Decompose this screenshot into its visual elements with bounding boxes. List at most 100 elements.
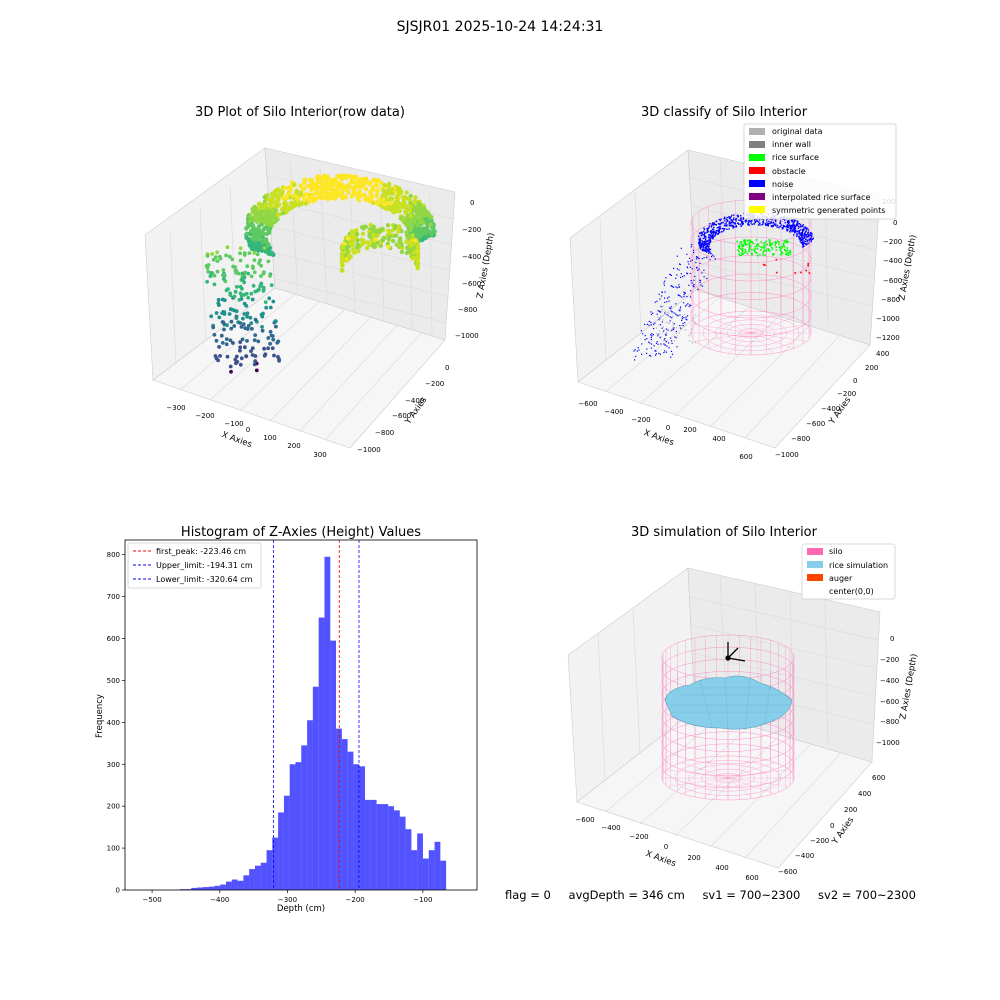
rice-surface-point bbox=[736, 240, 738, 243]
noise-point bbox=[731, 224, 733, 227]
noise-point bbox=[671, 311, 673, 313]
histogram-xlabel: Depth (cm) bbox=[277, 904, 325, 914]
raw-point bbox=[269, 283, 274, 288]
raw-point bbox=[404, 230, 409, 235]
raw-point bbox=[214, 338, 219, 343]
silo-wire-spoke bbox=[750, 312, 775, 334]
noise-point bbox=[738, 219, 740, 221]
raw-point bbox=[386, 244, 391, 250]
raw-point bbox=[397, 224, 402, 229]
histogram-x-ticks: −500 −400 −300 −200 −100 bbox=[142, 890, 432, 904]
noise-point bbox=[663, 339, 665, 341]
silo-wire-spoke bbox=[750, 324, 807, 334]
raw-point bbox=[408, 208, 413, 213]
noise-point bbox=[675, 303, 677, 305]
raw-point bbox=[317, 191, 323, 196]
noise-point bbox=[678, 309, 680, 311]
raw-point bbox=[268, 213, 273, 219]
panel4-ytick: 0 bbox=[830, 822, 834, 830]
noise-point bbox=[710, 226, 713, 228]
noise-point bbox=[646, 323, 648, 325]
noise-point bbox=[713, 222, 716, 224]
raw-point bbox=[215, 259, 220, 263]
status-line: flag = 0 avgDepth = 346 cm sv1 = 700~230… bbox=[505, 888, 925, 902]
legend-swatch-auger bbox=[807, 574, 823, 581]
noise-point bbox=[635, 355, 637, 357]
panel1-xtick: 0 bbox=[246, 426, 250, 434]
raw-point bbox=[329, 180, 334, 185]
raw-point bbox=[241, 322, 246, 327]
noise-point bbox=[719, 228, 721, 230]
noise-point bbox=[722, 228, 724, 230]
histogram-bar bbox=[341, 739, 348, 890]
noise-point bbox=[678, 284, 680, 286]
noise-point bbox=[713, 255, 715, 257]
original-point bbox=[662, 315, 664, 317]
panel4-ztick: −400 bbox=[880, 677, 899, 685]
noise-point bbox=[681, 296, 683, 298]
rice-surface-point bbox=[764, 244, 766, 247]
panel-classify-3d: 3D classify of Silo Interior −600 −400 −… bbox=[569, 105, 919, 461]
noise-point bbox=[698, 268, 700, 270]
original-point bbox=[660, 336, 662, 338]
noise-point bbox=[651, 335, 653, 337]
noise-point bbox=[720, 218, 722, 220]
rice-surface-point bbox=[789, 249, 791, 252]
raw-point bbox=[355, 184, 360, 190]
histogram-bar bbox=[318, 617, 325, 890]
histogram-legend: first_peak: -223.46 cm Upper_limit: -194… bbox=[127, 542, 262, 589]
noise-point bbox=[701, 240, 704, 242]
noise-point bbox=[779, 222, 782, 225]
raw-point bbox=[294, 188, 299, 194]
histogram-bars bbox=[179, 556, 447, 890]
raw-point bbox=[229, 319, 234, 324]
raw-point bbox=[380, 237, 386, 243]
rice-surface-point bbox=[755, 252, 758, 254]
raw-point bbox=[352, 250, 357, 255]
noise-point bbox=[660, 343, 662, 345]
raw-point bbox=[345, 236, 351, 241]
original-point bbox=[662, 305, 664, 307]
raw-point bbox=[273, 207, 278, 213]
noise-point bbox=[691, 282, 693, 284]
noise-point bbox=[771, 225, 773, 228]
raw-point bbox=[205, 254, 210, 258]
raw-point bbox=[422, 235, 427, 240]
raw-point bbox=[426, 229, 431, 234]
raw-point bbox=[274, 324, 278, 329]
noise-point bbox=[686, 319, 688, 321]
raw-point bbox=[229, 369, 233, 374]
raw-point bbox=[408, 193, 413, 199]
silo-wire-spoke bbox=[727, 777, 754, 799]
rice-surface-point bbox=[746, 252, 749, 255]
noise-point bbox=[805, 228, 808, 230]
noise-point bbox=[708, 234, 710, 236]
rice-surface-point bbox=[750, 249, 753, 251]
noise-point bbox=[796, 233, 798, 235]
raw-point bbox=[382, 183, 387, 188]
noise-point bbox=[668, 300, 670, 302]
flag-value: flag = 0 bbox=[505, 888, 551, 902]
noise-point bbox=[762, 220, 764, 223]
panel2-ztick: −600 bbox=[883, 277, 902, 285]
noise-point bbox=[794, 226, 796, 228]
noise-point bbox=[769, 222, 772, 224]
panel2-points bbox=[633, 212, 814, 361]
noise-point bbox=[670, 306, 672, 308]
noise-point bbox=[670, 274, 672, 276]
noise-point bbox=[705, 250, 708, 253]
noise-point bbox=[664, 337, 666, 340]
noise-point bbox=[787, 221, 789, 224]
rice-surface-point bbox=[738, 250, 740, 253]
legend-interpolated-rice-surface: interpolated rice surface bbox=[772, 193, 870, 202]
silo-wire-spoke bbox=[708, 317, 752, 334]
noise-point bbox=[732, 225, 734, 228]
auger-marker bbox=[725, 642, 746, 662]
noise-point bbox=[797, 223, 799, 225]
noise-point bbox=[733, 222, 735, 224]
noise-point bbox=[801, 235, 803, 237]
noise-point bbox=[703, 242, 706, 244]
rice-surface-point bbox=[770, 246, 773, 249]
sv1-value: sv1 = 700~2300 bbox=[702, 888, 801, 902]
obstacle-point bbox=[800, 271, 802, 274]
